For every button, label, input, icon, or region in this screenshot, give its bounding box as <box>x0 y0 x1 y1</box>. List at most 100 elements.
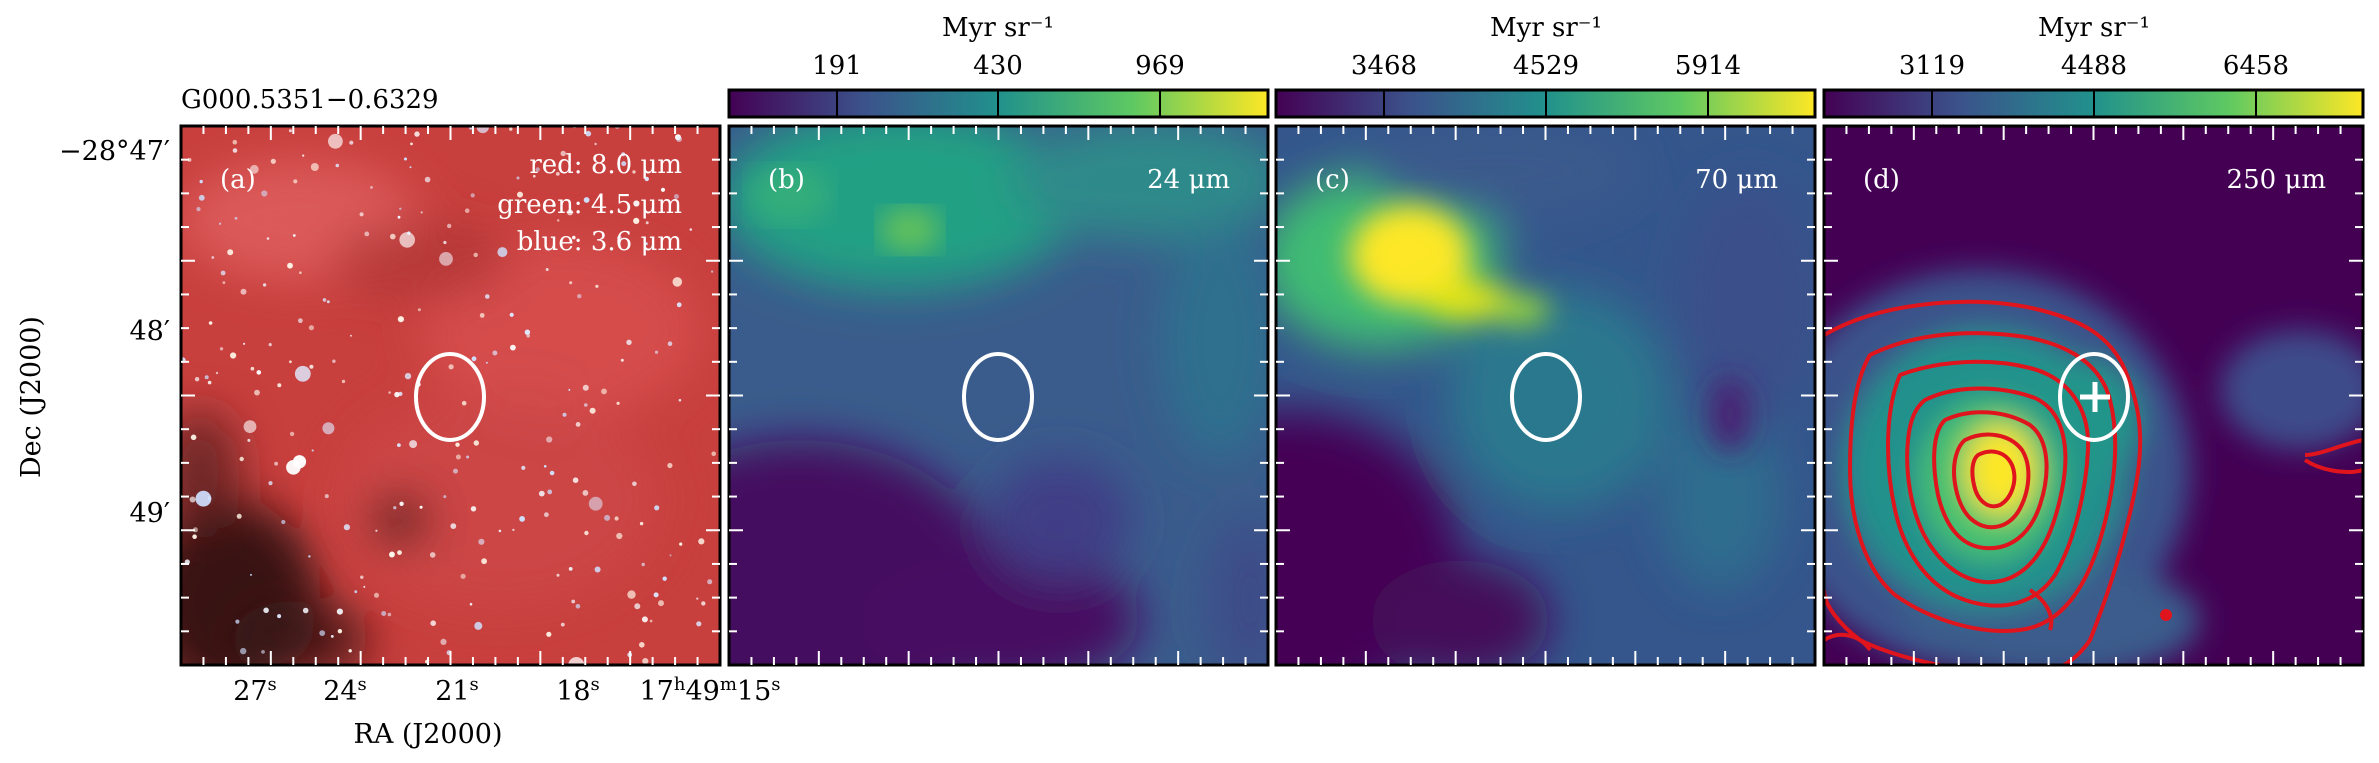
star <box>626 339 632 345</box>
star <box>535 167 540 172</box>
star <box>219 347 224 351</box>
star <box>654 505 660 511</box>
star <box>439 252 453 266</box>
star <box>243 420 257 433</box>
panel-c-ellipse <box>1510 352 1582 442</box>
star <box>360 575 364 579</box>
star <box>440 638 447 646</box>
star-field <box>181 126 716 665</box>
star <box>701 601 706 606</box>
star <box>526 334 530 338</box>
star <box>519 516 525 522</box>
star <box>453 468 458 474</box>
star <box>481 558 487 565</box>
star <box>194 377 200 382</box>
star <box>533 174 536 178</box>
star <box>397 550 402 555</box>
x-tick-label: 24s <box>323 674 367 707</box>
star <box>336 608 343 615</box>
star <box>268 343 272 347</box>
star <box>270 158 276 164</box>
star <box>326 300 330 304</box>
panel-d-contours <box>1824 299 2363 665</box>
star <box>292 234 296 237</box>
star <box>582 490 589 496</box>
star <box>616 401 620 405</box>
star <box>567 209 573 216</box>
star <box>594 142 597 146</box>
star <box>667 341 673 347</box>
star <box>211 256 215 259</box>
star <box>319 630 326 636</box>
star <box>469 602 473 606</box>
panel-c-band: 70 μm <box>1695 165 1778 195</box>
colorbar-c: Myr sr⁻¹ 3468 4529 5914 <box>1274 13 1817 119</box>
star <box>250 573 252 576</box>
star <box>294 365 311 382</box>
star <box>417 308 421 312</box>
panel-b-ellipse <box>962 352 1034 442</box>
panel-d-cross-marker <box>2080 382 2110 412</box>
star <box>189 496 196 503</box>
star <box>575 604 581 609</box>
star <box>551 203 556 208</box>
star <box>430 620 437 626</box>
star <box>621 161 627 167</box>
colorbar-d-tick: 6458 <box>2223 51 2289 81</box>
star <box>642 658 649 665</box>
x-axis-label: RA (J2000) <box>353 719 502 750</box>
star <box>614 516 619 521</box>
star <box>485 361 488 364</box>
star <box>343 524 350 531</box>
star <box>424 176 431 183</box>
panel-ticks <box>181 126 2363 665</box>
star <box>235 619 240 624</box>
star <box>375 529 378 532</box>
panel-a-band-blue: blue: 3.6 μm <box>517 227 682 257</box>
star <box>711 451 716 457</box>
star <box>322 298 327 302</box>
star <box>524 329 531 335</box>
star <box>641 616 648 623</box>
star <box>516 176 520 180</box>
star <box>470 193 475 198</box>
colorbar-c-tick: 5914 <box>1675 51 1741 81</box>
star <box>479 313 485 318</box>
star <box>204 375 209 380</box>
star <box>658 600 664 607</box>
colorbar-d-tick: 4488 <box>2061 51 2127 81</box>
star <box>645 221 649 225</box>
panel-a-ellipse <box>414 352 486 442</box>
star <box>274 461 278 466</box>
panel-a-band-red: red: 8.0 μm <box>529 150 682 180</box>
panel-a-band-green: green: 4.5 μm <box>497 190 682 220</box>
star <box>676 302 682 308</box>
star <box>198 194 205 201</box>
star <box>234 216 238 220</box>
y-tick-label: −28°47′ <box>59 136 170 167</box>
star <box>330 635 334 638</box>
star <box>240 647 247 655</box>
star <box>679 542 683 546</box>
panel-b-band: 24 μm <box>1147 165 1230 195</box>
panel-c <box>1276 126 1815 665</box>
star <box>220 270 226 276</box>
star <box>281 519 286 525</box>
star <box>510 344 516 351</box>
star <box>473 440 479 446</box>
star <box>337 629 343 634</box>
star <box>309 364 314 369</box>
star <box>349 140 354 145</box>
star <box>208 321 213 325</box>
star <box>399 501 404 506</box>
x-tick-label: 18s <box>556 674 600 707</box>
star <box>678 398 682 402</box>
star <box>219 222 222 225</box>
star <box>538 490 545 497</box>
star <box>653 592 659 598</box>
colorbar-c-tick: 4529 <box>1513 51 1579 81</box>
star <box>196 207 201 212</box>
star <box>293 179 298 184</box>
colorbar-c-tick: 3468 <box>1351 51 1417 81</box>
